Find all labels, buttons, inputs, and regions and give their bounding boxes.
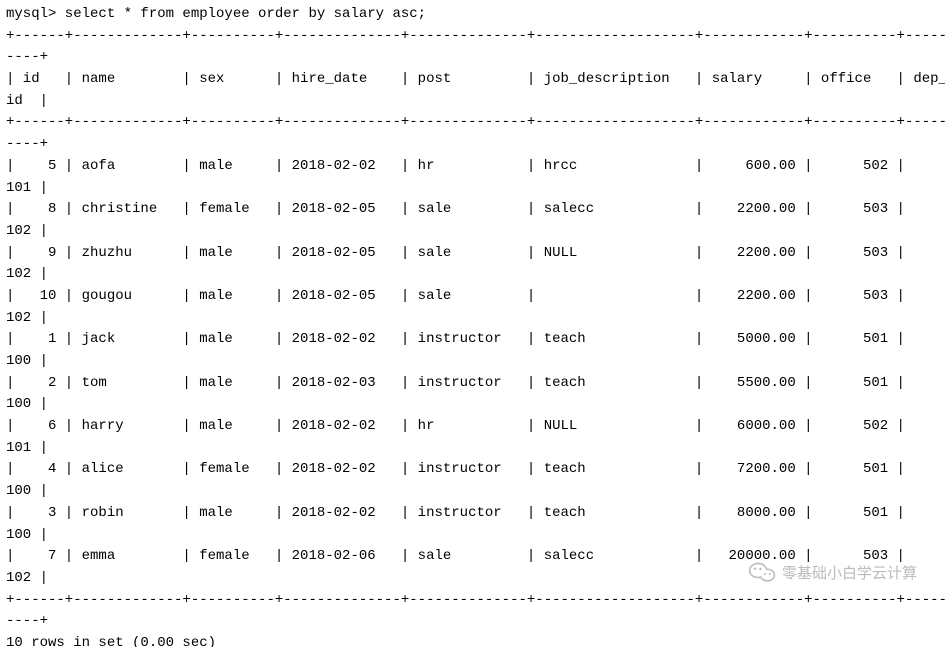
mysql-terminal-output: mysql> select * from employee order by s… xyxy=(0,0,945,647)
